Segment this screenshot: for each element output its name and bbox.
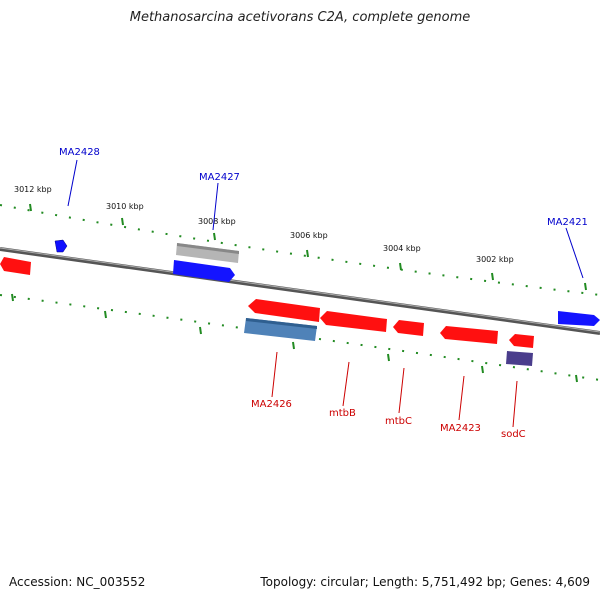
- leader-line: [67, 159, 78, 207]
- gene-labels: MA2428 MA2427 MA2421 MA2426 mtbB mtbC MA…: [59, 147, 588, 440]
- major-tick: [11, 293, 14, 302]
- leader-line: [458, 375, 465, 421]
- gene-MA2421[interactable]: [558, 311, 600, 326]
- forward-features: [54, 239, 600, 326]
- scale-label: 3012 kbp: [14, 185, 52, 194]
- map-title: Methanosarcina acetivorans C2A, complete…: [129, 10, 471, 25]
- gene-sodC-upper[interactable]: [509, 334, 534, 348]
- gene-label-MA2428[interactable]: MA2428: [59, 147, 100, 158]
- major-tick: [104, 310, 107, 319]
- gene-label-MA2421[interactable]: MA2421: [547, 217, 588, 228]
- lower-dotted-track: [0, 294, 600, 381]
- leader-line: [342, 361, 350, 407]
- scale-label: 3002 kbp: [476, 255, 514, 264]
- major-tick: [199, 326, 202, 335]
- scale-label: 3008 kbp: [198, 217, 236, 226]
- gene-mtbC[interactable]: [393, 320, 424, 336]
- leader-line: [212, 182, 219, 231]
- genome-backbone-highlight: [0, 247, 600, 333]
- upper-scale-track: 3012 kbp 3010 kbp 3008 kbp 3006 kbp 3004…: [0, 185, 600, 296]
- leader-line: [565, 227, 584, 279]
- feature-shade: [246, 318, 317, 329]
- scale-label: 3010 kbp: [106, 202, 144, 211]
- leader-line: [512, 380, 518, 428]
- reverse-features: [0, 257, 534, 366]
- major-tick: [292, 341, 295, 350]
- gene-label-mtbB[interactable]: mtbB: [329, 408, 356, 419]
- gene-MA2427[interactable]: [173, 260, 235, 282]
- major-tick: [121, 217, 124, 226]
- upper-dotted-track: [0, 204, 600, 296]
- leader-line: [398, 367, 405, 414]
- gene-label-MA2427[interactable]: MA2427: [199, 172, 240, 183]
- major-tick: [584, 282, 587, 291]
- gene-left-edge[interactable]: [0, 257, 31, 275]
- lower-scale-track: [0, 293, 600, 383]
- major-tick: [387, 353, 390, 362]
- gene-label-sodC[interactable]: sodC: [501, 429, 526, 440]
- major-tick: [575, 374, 578, 383]
- gene-MA2428[interactable]: [54, 239, 68, 253]
- gene-label-MA2426[interactable]: MA2426: [251, 399, 292, 410]
- genome-summary-text: Topology: circular; Length: 5,751,492 bp…: [260, 575, 590, 589]
- gene-label-MA2423[interactable]: MA2423: [440, 423, 481, 434]
- major-tick: [306, 249, 309, 258]
- rna-feature-MA2427-upper[interactable]: [176, 243, 239, 263]
- label-leaders: [67, 159, 584, 428]
- scale-label: 3004 kbp: [383, 244, 421, 253]
- accession-text: Accession: NC_003552: [9, 575, 146, 589]
- gene-MA2423[interactable]: [440, 326, 498, 344]
- major-tick: [491, 272, 494, 281]
- gene-mtbB[interactable]: [320, 311, 387, 332]
- gene-MA2426[interactable]: [248, 299, 320, 322]
- gene-label-mtbC[interactable]: mtbC: [385, 416, 412, 427]
- scale-label: 3006 kbp: [290, 231, 328, 240]
- major-tick: [213, 232, 216, 241]
- major-tick: [29, 203, 32, 212]
- feature-MA2426-secondary[interactable]: [244, 318, 317, 341]
- major-tick: [399, 262, 402, 271]
- rna-feature-shade: [177, 243, 239, 254]
- feature-sodC-lower[interactable]: [506, 351, 533, 366]
- major-tick: [481, 365, 484, 374]
- leader-line: [271, 351, 278, 398]
